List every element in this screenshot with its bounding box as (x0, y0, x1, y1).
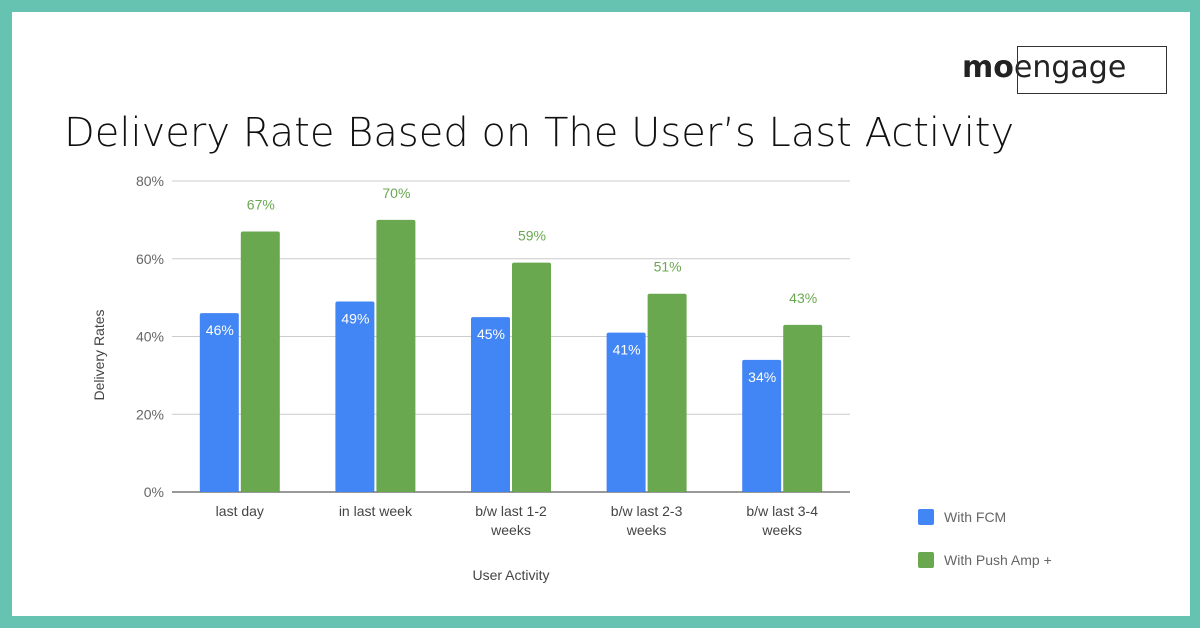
bar (606, 332, 646, 492)
legend-label: With Push Amp + (944, 552, 1052, 568)
x-tick-label: b/w last 1-2 (475, 503, 547, 519)
data-label: 45% (477, 326, 505, 342)
data-label: 51% (654, 259, 682, 275)
x-axis-label: User Activity (472, 567, 549, 583)
bar (335, 301, 375, 492)
x-tick-label: last day (216, 503, 264, 519)
moengage-logo: moengage (962, 46, 1167, 94)
data-label: 41% (613, 342, 641, 358)
bar (512, 262, 551, 492)
legend-swatch (918, 509, 934, 525)
x-tick-label: in last week (339, 503, 413, 519)
y-axis-label: Delivery Rates (91, 309, 107, 400)
x-tick-label: b/w last 2-3 (611, 503, 683, 519)
data-label: 34% (748, 369, 776, 385)
bar (199, 313, 239, 492)
bar (471, 317, 510, 492)
legend-swatch (918, 552, 934, 568)
x-tick-label: weeks (626, 522, 667, 538)
x-tick-label: weeks (761, 522, 802, 538)
bar (783, 324, 823, 492)
logo-text-light: engage (1013, 50, 1127, 85)
y-tick-label: 0% (144, 484, 164, 500)
x-tick-label: weeks (490, 522, 531, 538)
logo-box (1017, 46, 1167, 94)
data-label: 43% (789, 290, 817, 306)
bar (376, 219, 416, 492)
page-title: Delivery Rate Based on The User’s Last A… (64, 110, 1015, 156)
data-label: 46% (206, 322, 234, 338)
data-label: 70% (382, 185, 410, 201)
data-label: 67% (247, 197, 275, 213)
y-tick-label: 80% (136, 173, 164, 189)
x-tick-label: b/w last 3-4 (746, 503, 818, 519)
data-label: 59% (518, 228, 546, 244)
y-tick-label: 60% (136, 251, 164, 267)
bar (647, 293, 687, 492)
data-label: 49% (341, 311, 369, 327)
bar (240, 231, 280, 492)
bar (742, 359, 782, 492)
logo-text-bold: mo (962, 50, 1014, 85)
y-tick-label: 20% (136, 406, 164, 422)
legend-label: With FCM (944, 509, 1006, 525)
y-tick-label: 40% (136, 329, 164, 345)
